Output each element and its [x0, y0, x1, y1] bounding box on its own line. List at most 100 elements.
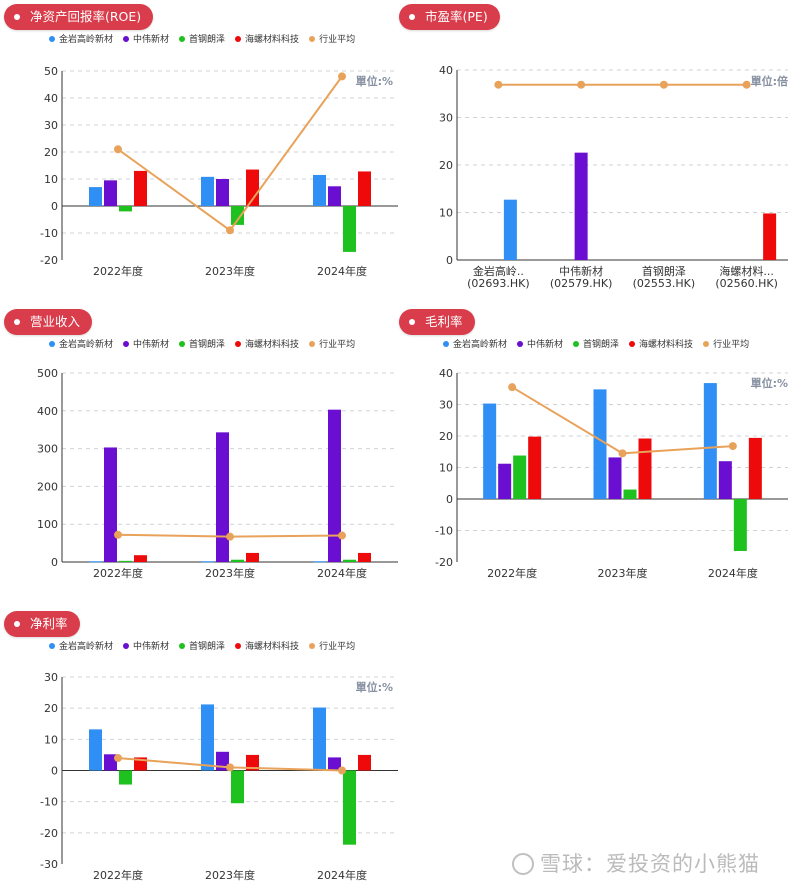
x-tick-label: (02553.HK): [633, 277, 696, 290]
bar[interactable]: [119, 560, 132, 562]
bar[interactable]: [343, 770, 356, 845]
average-point[interactable]: [742, 80, 751, 89]
bar[interactable]: [134, 555, 147, 562]
x-tick-label: 中伟新材: [559, 264, 603, 278]
average-point[interactable]: [338, 531, 346, 540]
x-tick-label: 金岩高岭..: [473, 264, 524, 278]
bar[interactable]: [593, 389, 607, 499]
legend-item-average[interactable]: 行业平均: [309, 338, 355, 352]
bar[interactable]: [201, 561, 214, 563]
y-tick-label: -10: [435, 525, 453, 538]
bar[interactable]: [574, 152, 588, 260]
bar[interactable]: [623, 489, 637, 499]
legend-item[interactable]: 海螺材料科技: [235, 338, 299, 352]
bar[interactable]: [231, 206, 244, 225]
average-point[interactable]: [226, 763, 234, 772]
bar[interactable]: [748, 437, 762, 499]
bar[interactable]: [328, 757, 341, 771]
average-point[interactable]: [494, 80, 503, 89]
y-tick-label: 0: [446, 493, 453, 506]
bar[interactable]: [231, 770, 244, 804]
bar[interactable]: [104, 447, 117, 562]
legend-item[interactable]: 中伟新材: [123, 33, 169, 47]
legend-item[interactable]: 中伟新材: [123, 338, 169, 352]
legend-label: 首钢朗泽: [583, 340, 620, 350]
average-point[interactable]: [659, 80, 668, 89]
average-point[interactable]: [226, 532, 234, 541]
bar[interactable]: [638, 438, 652, 499]
bar[interactable]: [343, 559, 356, 562]
bar[interactable]: [246, 169, 259, 206]
legend-item[interactable]: 中伟新材: [123, 640, 169, 654]
bar[interactable]: [119, 770, 132, 785]
bar[interactable]: [358, 552, 371, 562]
bar[interactable]: [718, 461, 732, 499]
bar[interactable]: [201, 704, 214, 771]
legend-item[interactable]: 金岩高岭新材: [49, 338, 113, 352]
bar[interactable]: [134, 170, 147, 206]
bar[interactable]: [89, 561, 102, 563]
legend-label: 海螺材料科技: [245, 340, 300, 350]
legend-item-average[interactable]: 行业平均: [309, 33, 355, 47]
bar[interactable]: [343, 206, 356, 252]
average-point[interactable]: [114, 754, 122, 763]
average-point[interactable]: [338, 72, 346, 81]
bar[interactable]: [328, 409, 341, 562]
bar[interactable]: [358, 171, 371, 206]
x-tick-label: 2023年度: [205, 868, 255, 882]
legend-item[interactable]: 海螺材料科技: [235, 640, 299, 654]
panel-gross: 毛利率 金岩高岭新材 中伟新材 首钢朗泽 海螺材料科技 行业平均 -20 -10 0 10 20…: [395, 305, 790, 595]
bar[interactable]: [246, 552, 259, 562]
legend-item[interactable]: 金岩高岭新材: [49, 33, 113, 47]
legend-item-average[interactable]: 行业平均: [703, 338, 749, 352]
legend-item[interactable]: 海螺材料科技: [629, 338, 693, 352]
bar[interactable]: [763, 213, 777, 260]
average-point[interactable]: [728, 442, 737, 451]
average-point[interactable]: [618, 449, 627, 458]
y-tick-label: -30: [40, 858, 58, 871]
bar[interactable]: [313, 561, 326, 563]
average-point[interactable]: [577, 80, 586, 89]
legend-item[interactable]: 金岩高岭新材: [49, 640, 113, 654]
bar[interactable]: [246, 754, 259, 771]
legend-revenue: 金岩高岭新材 中伟新材 首钢朗泽 海螺材料科技 行业平均: [49, 338, 365, 352]
bar[interactable]: [119, 206, 132, 212]
legend-swatch: [443, 341, 449, 347]
bar[interactable]: [216, 432, 229, 562]
bar[interactable]: [703, 383, 717, 499]
legend-label: 金岩高岭新材: [59, 642, 114, 652]
legend-item[interactable]: 首钢朗泽: [179, 338, 225, 352]
bar[interactable]: [358, 754, 371, 771]
bar[interactable]: [104, 180, 117, 206]
bar[interactable]: [201, 176, 214, 206]
legend-item[interactable]: 中伟新材: [517, 338, 563, 352]
bar[interactable]: [313, 707, 326, 771]
legend-item-average[interactable]: 行业平均: [309, 640, 355, 654]
average-point[interactable]: [226, 226, 234, 235]
bar[interactable]: [89, 729, 102, 771]
bar[interactable]: [216, 179, 229, 206]
average-point[interactable]: [114, 530, 122, 539]
bar[interactable]: [498, 463, 512, 499]
bar[interactable]: [528, 436, 542, 499]
legend-item[interactable]: 金岩高岭新材: [443, 338, 507, 352]
bar[interactable]: [513, 455, 527, 499]
legend-item[interactable]: 海螺材料科技: [235, 33, 299, 47]
bar[interactable]: [231, 559, 244, 562]
bar[interactable]: [313, 174, 326, 206]
x-tick-label: 2024年度: [708, 566, 758, 580]
legend-label: 行业平均: [319, 340, 356, 350]
legend-item[interactable]: 首钢朗泽: [179, 33, 225, 47]
bar[interactable]: [483, 403, 497, 499]
bar[interactable]: [328, 186, 341, 206]
average-point[interactable]: [508, 383, 517, 392]
average-point[interactable]: [114, 145, 122, 154]
legend-item[interactable]: 首钢朗泽: [179, 640, 225, 654]
legend-item[interactable]: 首钢朗泽: [573, 338, 619, 352]
bar[interactable]: [503, 199, 517, 260]
bar[interactable]: [89, 187, 102, 206]
bar[interactable]: [104, 754, 117, 771]
bar[interactable]: [733, 499, 747, 551]
bar[interactable]: [608, 457, 622, 499]
average-point[interactable]: [338, 766, 346, 775]
